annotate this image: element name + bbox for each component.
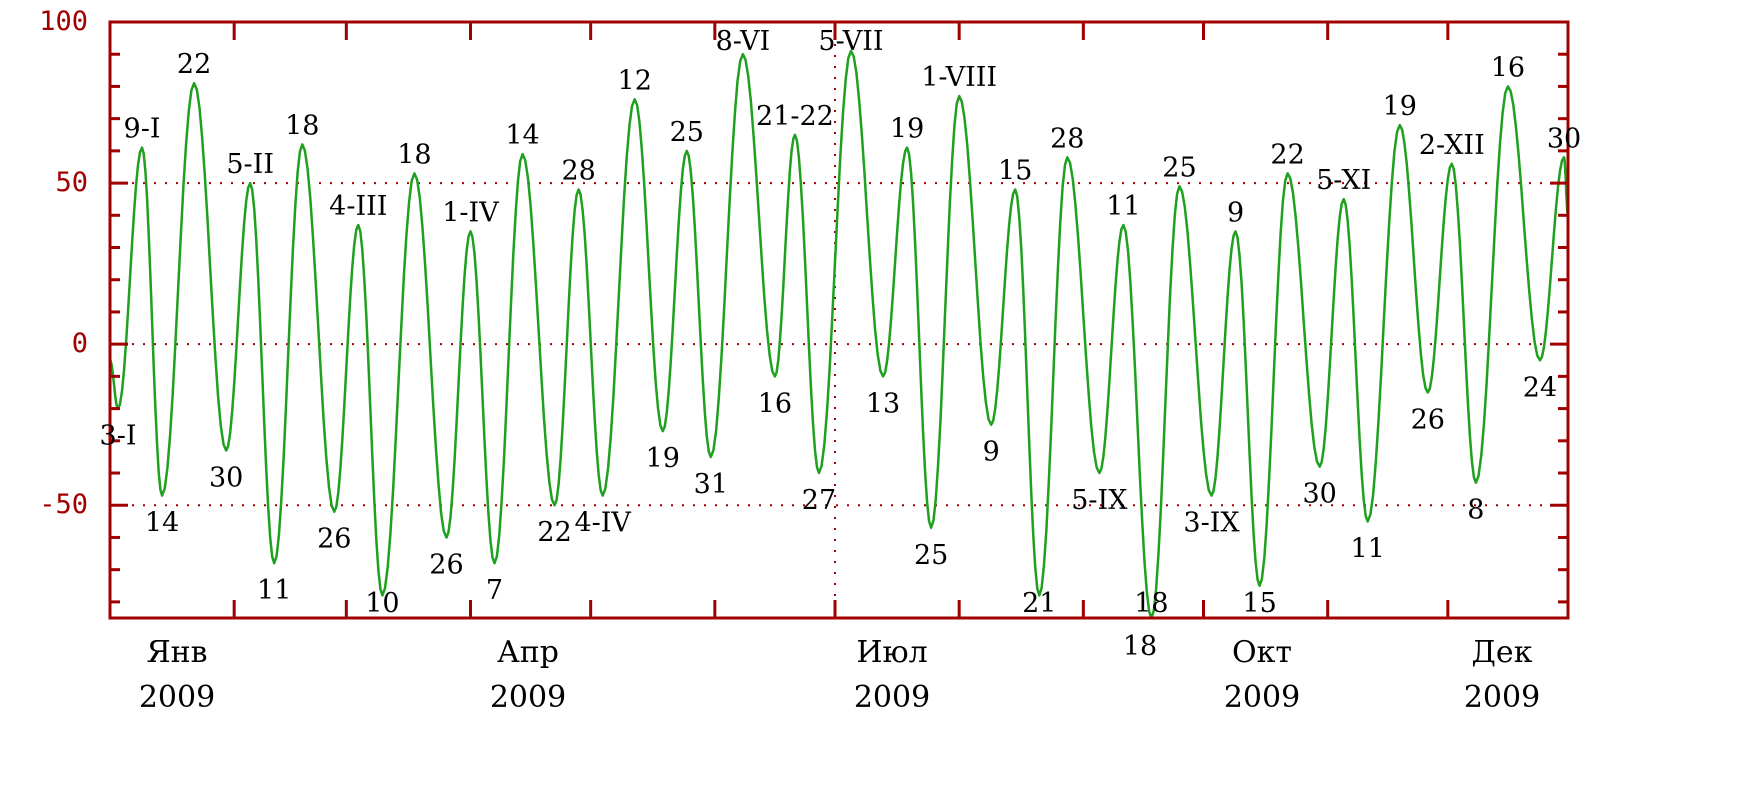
point-label: 19 bbox=[1383, 91, 1417, 122]
point-label: 30 bbox=[1302, 479, 1336, 510]
point-label: 5-VII bbox=[818, 26, 883, 57]
x-tick-year: 2009 bbox=[1224, 680, 1300, 715]
point-label: 14 bbox=[505, 120, 539, 151]
x-tick-year: 2009 bbox=[1464, 680, 1540, 715]
point-label: 22 bbox=[177, 49, 211, 80]
point-label: 30 bbox=[1547, 123, 1581, 154]
point-label: 9 bbox=[983, 437, 1000, 468]
point-label: 15 bbox=[998, 156, 1032, 187]
x-tick-month: Июл bbox=[856, 635, 927, 670]
point-label: 11 bbox=[257, 575, 291, 606]
point-label: 16 bbox=[1491, 52, 1525, 83]
point-label: 11 bbox=[1106, 191, 1140, 222]
point-label: 22 bbox=[1270, 139, 1304, 170]
x-tick-month: Янв bbox=[146, 635, 207, 670]
point-label: 18 bbox=[285, 110, 319, 141]
point-label: 7 bbox=[486, 575, 503, 606]
point-label: 4-III bbox=[329, 191, 387, 222]
point-label: 8 bbox=[1467, 495, 1484, 526]
y-axis-ticks: 100 50 0 -50 bbox=[39, 6, 88, 520]
x-extra-label: 18 bbox=[1123, 631, 1157, 662]
point-label: 21-22 bbox=[756, 101, 834, 132]
point-label: 25 bbox=[1162, 152, 1196, 183]
data-series bbox=[109, 49, 1570, 620]
point-label: 24 bbox=[1523, 372, 1557, 403]
x-tick-month: Дек bbox=[1472, 635, 1533, 670]
point-label: 1-IV bbox=[442, 197, 499, 228]
point-label: 28 bbox=[1050, 123, 1084, 154]
point-label: 22 bbox=[537, 517, 571, 548]
point-label: 27 bbox=[802, 485, 836, 516]
point-label: 9 bbox=[1227, 197, 1244, 228]
grid-lines bbox=[110, 22, 1568, 618]
point-label: 13 bbox=[866, 388, 900, 419]
y-tick-label: -50 bbox=[39, 489, 88, 520]
point-label: 18 bbox=[1134, 588, 1168, 619]
point-label: 16 bbox=[758, 388, 792, 419]
point-label: 5-IX bbox=[1071, 485, 1128, 516]
x-axis-labels: Янв 2009 Апр 2009 Июл 2009 Окт 2009 Дек 2009 18 bbox=[139, 631, 1540, 715]
series-line bbox=[109, 49, 1570, 620]
x-tick-month: Окт bbox=[1232, 635, 1292, 670]
point-label: 25 bbox=[670, 117, 704, 148]
point-label: 10 bbox=[365, 588, 399, 619]
point-label: 31 bbox=[694, 469, 728, 500]
x-tick-month: Апр bbox=[497, 635, 559, 670]
point-label: 4-IV bbox=[574, 508, 631, 539]
point-label: 19 bbox=[646, 443, 680, 474]
point-label: 9-I bbox=[124, 114, 161, 145]
point-label: 25 bbox=[914, 540, 948, 571]
point-label: 11 bbox=[1351, 533, 1385, 564]
y-tick-label: 0 bbox=[72, 328, 88, 359]
point-label: 2-XII bbox=[1419, 130, 1485, 161]
point-label: 14 bbox=[145, 508, 179, 539]
point-label: 8-VI bbox=[716, 26, 771, 57]
point-label: 5-XI bbox=[1316, 165, 1371, 196]
point-label: 15 bbox=[1242, 588, 1276, 619]
x-tick-year: 2009 bbox=[490, 680, 566, 715]
point-label: 28 bbox=[561, 156, 595, 187]
y-tick-label: 100 bbox=[39, 6, 88, 37]
point-label: 5-II bbox=[226, 149, 274, 180]
plot-frame bbox=[108, 20, 1570, 620]
y-tick-label: 50 bbox=[55, 167, 88, 198]
point-label: 1-VIII bbox=[921, 62, 997, 93]
point-label: 3-IX bbox=[1183, 508, 1240, 539]
point-label: 19 bbox=[890, 114, 924, 145]
point-label: 18 bbox=[397, 139, 431, 170]
point-label: 26 bbox=[317, 524, 351, 555]
axes-frame bbox=[108, 20, 1570, 620]
point-label: 12 bbox=[618, 65, 652, 96]
point-label: 30 bbox=[209, 462, 243, 493]
x-tick-year: 2009 bbox=[854, 680, 930, 715]
point-label: 26 bbox=[1411, 404, 1445, 435]
x-tick-year: 2009 bbox=[139, 680, 215, 715]
point-label: 3-I bbox=[100, 421, 137, 452]
point-label: 21 bbox=[1022, 588, 1056, 619]
point-label: 26 bbox=[429, 549, 463, 580]
point-labels: 3-I 9-I 14 22 30 5-II 11 18 26 4-III 10 18 26 1-IV 7 14… bbox=[100, 26, 1582, 619]
